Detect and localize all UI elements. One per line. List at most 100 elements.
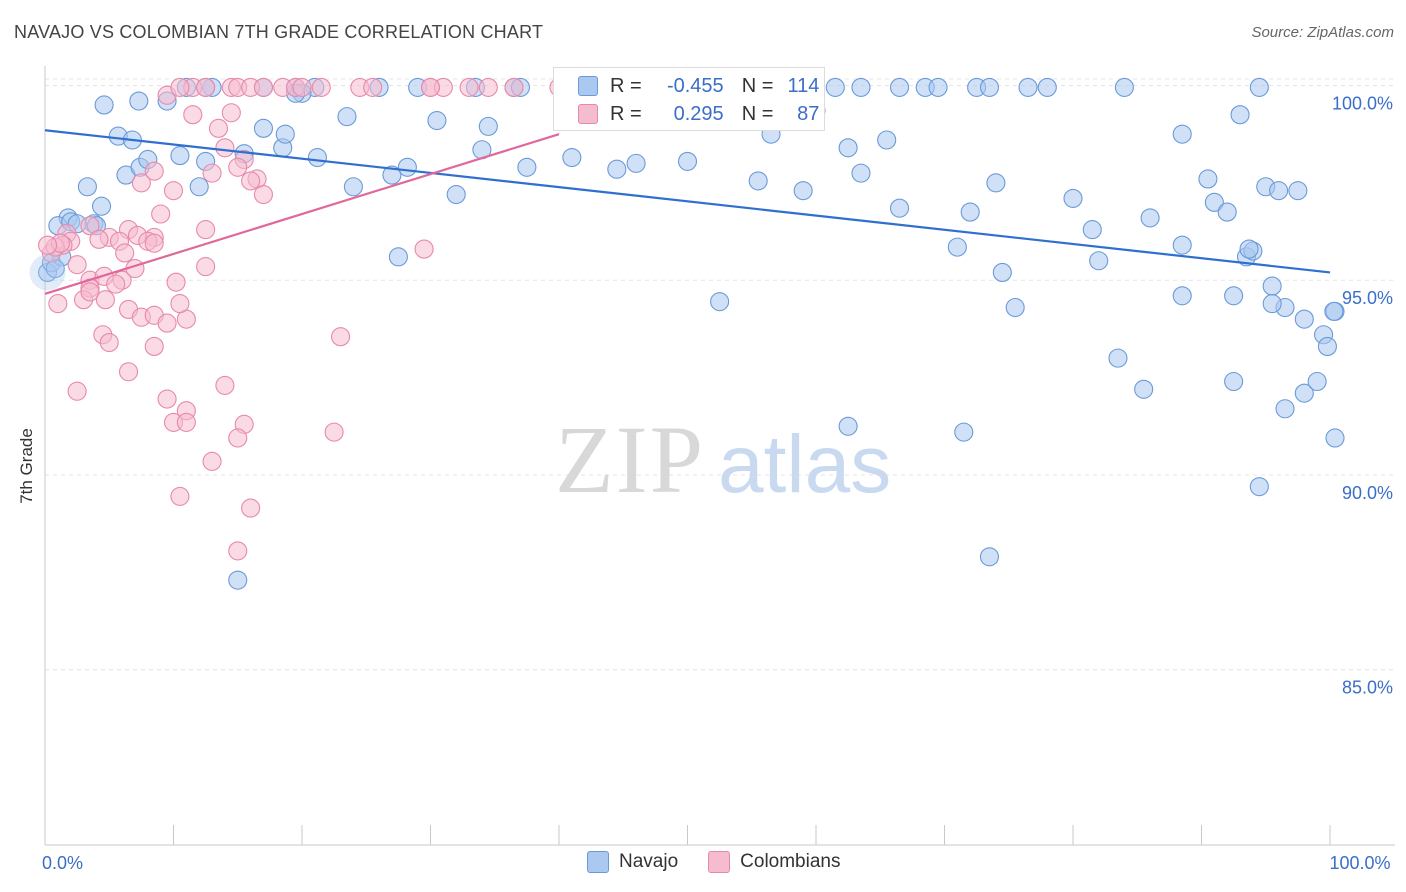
colombian-point xyxy=(253,184,274,205)
navajo-point xyxy=(1089,251,1109,271)
legend-item-colombians: Colombians xyxy=(708,851,840,873)
legend-r-value: -0.455 xyxy=(666,74,724,97)
legend-r-label: R = xyxy=(610,74,642,97)
navajo-point xyxy=(1198,169,1218,189)
navajo-point xyxy=(825,77,845,97)
colombian-point xyxy=(208,118,229,138)
colombian-point xyxy=(80,282,100,302)
colombian-point xyxy=(414,239,434,259)
colombian-point xyxy=(118,362,139,382)
navajo-point xyxy=(275,124,295,144)
colombian-point xyxy=(459,77,479,97)
colombian-point xyxy=(183,105,203,125)
navajo-point xyxy=(1275,399,1295,419)
colombian-swatch xyxy=(578,104,598,124)
legend-n-label: N = xyxy=(741,74,774,97)
x-tick-labels: 0.0% 100.0% xyxy=(42,853,1391,873)
navajo-point xyxy=(1082,220,1102,240)
chart-source: Source: ZipAtlas.com xyxy=(1251,24,1394,41)
trend-lines xyxy=(44,129,1331,295)
colombian-point xyxy=(311,77,331,97)
colombian-point xyxy=(253,77,274,97)
navajo-point xyxy=(877,130,897,150)
colombian-point xyxy=(170,486,190,506)
navajo-point xyxy=(960,202,980,222)
navajo-point xyxy=(1172,124,1192,144)
colombian-point xyxy=(202,163,222,183)
navajo-point xyxy=(189,177,209,197)
navajo-point xyxy=(562,147,582,168)
x-tick-label: 0.0% xyxy=(42,853,83,873)
navajo-point xyxy=(1108,348,1128,368)
colombian-point xyxy=(95,290,115,310)
colombian-point xyxy=(196,220,216,240)
colombian-point xyxy=(196,257,216,277)
navajo-point xyxy=(382,165,402,185)
colombian-point xyxy=(67,255,87,275)
navajo-point xyxy=(1239,239,1259,259)
navajo-point xyxy=(388,247,408,267)
navajo-point xyxy=(992,262,1012,282)
x-tick-label: 100.0% xyxy=(1329,853,1390,873)
colombian-point xyxy=(166,272,186,292)
navajo-point xyxy=(1172,286,1192,306)
navajo-point xyxy=(928,77,948,97)
navajo-point xyxy=(1230,105,1250,125)
navajo-point xyxy=(1294,383,1314,403)
colombian-point xyxy=(292,77,312,97)
colombian-point xyxy=(176,412,196,432)
navajo-point xyxy=(343,177,363,197)
colombian-point xyxy=(48,294,68,314)
navajo-point xyxy=(851,77,871,97)
navajo-point xyxy=(979,547,1000,567)
correlation-legend: R = -0.455 N = 114 R = 0.295 N = 87 xyxy=(553,67,825,131)
navajo-point xyxy=(253,118,274,138)
navajo-point xyxy=(1294,309,1314,329)
navajo-point xyxy=(478,116,498,136)
colombian-point xyxy=(504,77,524,97)
navajo-point xyxy=(1269,181,1289,201)
navajo-point xyxy=(677,151,698,171)
navajo-swatch xyxy=(578,76,598,96)
colombian-point xyxy=(99,332,119,353)
colombian-point xyxy=(478,77,498,97)
navajo-point xyxy=(1217,202,1237,222)
navajo-point xyxy=(337,107,357,127)
navajo-point xyxy=(427,110,447,131)
navajo-point xyxy=(607,159,627,179)
y-tick-label: 85.0% xyxy=(1342,678,1393,698)
legend-n-label: N = xyxy=(741,102,774,125)
watermark-atlas: atlas xyxy=(718,419,891,510)
navajo-point xyxy=(1325,428,1345,448)
navajo-point xyxy=(748,171,768,191)
navajo-point xyxy=(77,177,97,197)
colombian-point xyxy=(106,274,126,294)
colombian-point xyxy=(330,327,351,347)
navajo-point xyxy=(94,95,114,115)
navajo-point xyxy=(170,146,190,166)
navajo-point xyxy=(1037,77,1057,97)
navajo-point xyxy=(129,91,149,111)
navajo-point xyxy=(851,163,871,183)
navajo-point xyxy=(1114,77,1134,97)
navajo-point xyxy=(1262,294,1282,314)
colombian-point xyxy=(215,138,235,158)
navajo-point xyxy=(838,138,858,158)
series-colombian xyxy=(38,77,569,561)
legend-label-colombians: Colombians xyxy=(740,851,841,872)
colombian-point xyxy=(215,375,235,395)
colombian-point xyxy=(241,498,261,518)
navajo-point xyxy=(1005,297,1025,318)
chart-title: NAVAJO VS COLOMBIAN 7TH GRADE CORRELATIO… xyxy=(14,22,544,42)
navajo-point xyxy=(91,196,112,216)
data-points xyxy=(29,77,1345,590)
legend-r-value: 0.295 xyxy=(673,102,724,125)
colombian-point xyxy=(151,204,171,224)
colombian-point xyxy=(420,77,441,97)
navajo-point xyxy=(626,153,646,173)
colombian-point xyxy=(170,294,190,314)
navajo-point xyxy=(1224,286,1244,306)
navajo-point xyxy=(1249,77,1269,97)
y-tick-label: 100.0% xyxy=(1332,93,1393,113)
